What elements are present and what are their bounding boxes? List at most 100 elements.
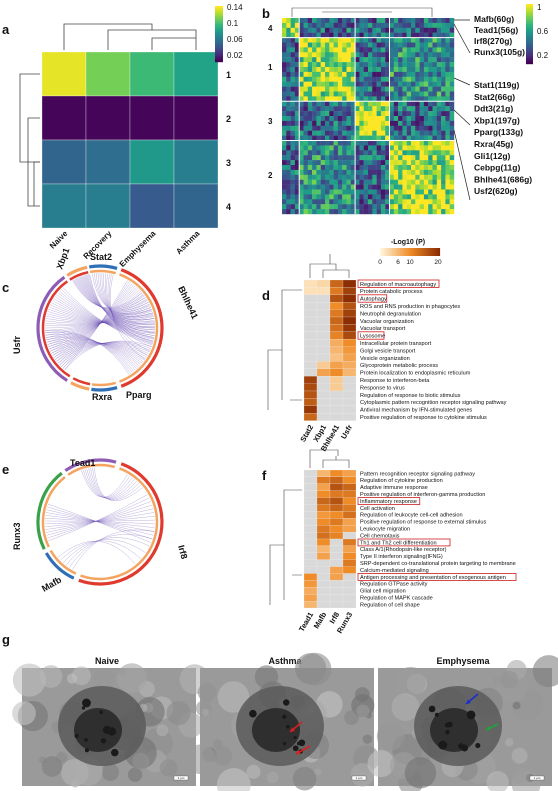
f-cell-r13-c2 bbox=[329, 559, 344, 567]
b-cell bbox=[337, 160, 343, 166]
f-term-label-13: SRP-dependent co-translational protein t… bbox=[360, 561, 516, 567]
b-cell bbox=[312, 18, 317, 24]
b-cell bbox=[389, 47, 394, 53]
b-cell bbox=[432, 76, 437, 82]
em-granule bbox=[99, 710, 103, 715]
b-cell bbox=[449, 204, 455, 210]
a-colorbar-step-12 bbox=[215, 30, 223, 33]
e-arc-runx3-outer bbox=[36, 471, 63, 550]
a-colorbar-step-19 bbox=[215, 44, 223, 47]
c-link bbox=[75, 278, 149, 312]
b-cell bbox=[389, 135, 394, 141]
b-cell bbox=[445, 130, 450, 136]
b-cell bbox=[286, 52, 291, 58]
b-cell bbox=[342, 140, 347, 146]
b-cell bbox=[385, 125, 390, 131]
b-cell bbox=[449, 96, 455, 102]
b-cell bbox=[445, 125, 450, 131]
b-cell bbox=[423, 111, 429, 117]
b-cell bbox=[376, 194, 382, 200]
b-cell bbox=[312, 179, 317, 185]
b-cell bbox=[329, 150, 334, 156]
b-cell bbox=[337, 47, 343, 53]
b-cell bbox=[402, 81, 407, 87]
b-cell bbox=[346, 160, 351, 166]
b-cell bbox=[441, 91, 446, 97]
a-cell-r1-c3 bbox=[129, 51, 175, 97]
b-cell bbox=[411, 71, 416, 77]
em-granule bbox=[292, 745, 299, 752]
b-cell bbox=[436, 179, 442, 185]
b-cell bbox=[325, 145, 330, 151]
b-cell bbox=[350, 42, 356, 48]
b-cell bbox=[380, 57, 386, 63]
b-cell bbox=[294, 57, 300, 63]
b-cell bbox=[389, 91, 394, 97]
b-cell bbox=[290, 96, 296, 102]
d-cell-r9-c0 bbox=[303, 346, 318, 355]
em-texture bbox=[505, 738, 514, 747]
b-cell bbox=[355, 32, 360, 38]
b-cell bbox=[333, 150, 339, 156]
b-gene-label-bottom-6: Gli1(12g) bbox=[474, 151, 511, 161]
b-cell bbox=[299, 125, 304, 131]
b-cell bbox=[406, 120, 412, 126]
b-cell bbox=[402, 27, 407, 33]
c-arc-pparg-inner bbox=[91, 381, 117, 387]
b-cell bbox=[393, 106, 399, 112]
b-cell bbox=[393, 140, 399, 146]
a-colorbar-tick-0: 0.14 bbox=[227, 3, 243, 12]
a-cell-r3-c1 bbox=[41, 139, 87, 185]
b-cell bbox=[363, 52, 369, 58]
b-cell bbox=[428, 106, 433, 112]
b-cell bbox=[449, 165, 455, 171]
b-cell bbox=[303, 145, 308, 151]
b-cell bbox=[445, 47, 450, 53]
d-colorbar-step-10 bbox=[400, 248, 403, 256]
b-cell bbox=[303, 204, 308, 210]
b-cell bbox=[294, 91, 300, 97]
b-cell bbox=[333, 165, 339, 171]
b-cell bbox=[406, 32, 412, 38]
b-cell bbox=[398, 145, 403, 151]
b-colorbar-tick-0: 1 bbox=[537, 3, 542, 12]
b-cell bbox=[385, 209, 390, 215]
b-cell bbox=[432, 57, 437, 63]
b-cell bbox=[402, 169, 407, 175]
b-cell bbox=[320, 194, 326, 200]
b-cell bbox=[294, 140, 300, 146]
d-cell-r10-c2 bbox=[329, 353, 344, 362]
a-cell-r3-c2 bbox=[85, 139, 131, 185]
b-cell bbox=[385, 130, 390, 136]
b-cell bbox=[449, 81, 455, 87]
a-cell-r4-c3 bbox=[129, 183, 175, 229]
f-cell-r11-c0 bbox=[303, 545, 318, 553]
b-cell bbox=[286, 209, 291, 215]
f-cell-r10-c3 bbox=[342, 538, 357, 547]
d-cell-r3-c1 bbox=[316, 302, 331, 310]
b-cell bbox=[441, 101, 446, 107]
b-cell bbox=[325, 169, 330, 175]
d-cell-r7-c1 bbox=[316, 331, 331, 340]
b-cell bbox=[415, 32, 420, 38]
b-cell bbox=[363, 42, 369, 48]
b-cell bbox=[325, 81, 330, 87]
a-colorbar-step-3 bbox=[215, 12, 223, 15]
b-cell bbox=[419, 81, 425, 87]
b-colorbar-step-14 bbox=[526, 32, 533, 35]
f-cell-r12-c1 bbox=[316, 552, 331, 560]
b-cell bbox=[411, 81, 416, 87]
b-cell bbox=[380, 52, 386, 58]
b-cell bbox=[337, 62, 343, 68]
b-cell bbox=[282, 209, 287, 215]
b-cell bbox=[372, 71, 377, 77]
b-colorbar-step-22 bbox=[526, 48, 533, 51]
b-cell bbox=[286, 62, 291, 68]
b-cell bbox=[303, 174, 308, 180]
b-cell bbox=[350, 155, 356, 161]
b-cell bbox=[320, 165, 326, 171]
b-cell bbox=[333, 86, 339, 92]
b-cell bbox=[363, 18, 369, 24]
b-cell bbox=[350, 106, 356, 112]
b-colorbar-step-21 bbox=[526, 46, 533, 49]
